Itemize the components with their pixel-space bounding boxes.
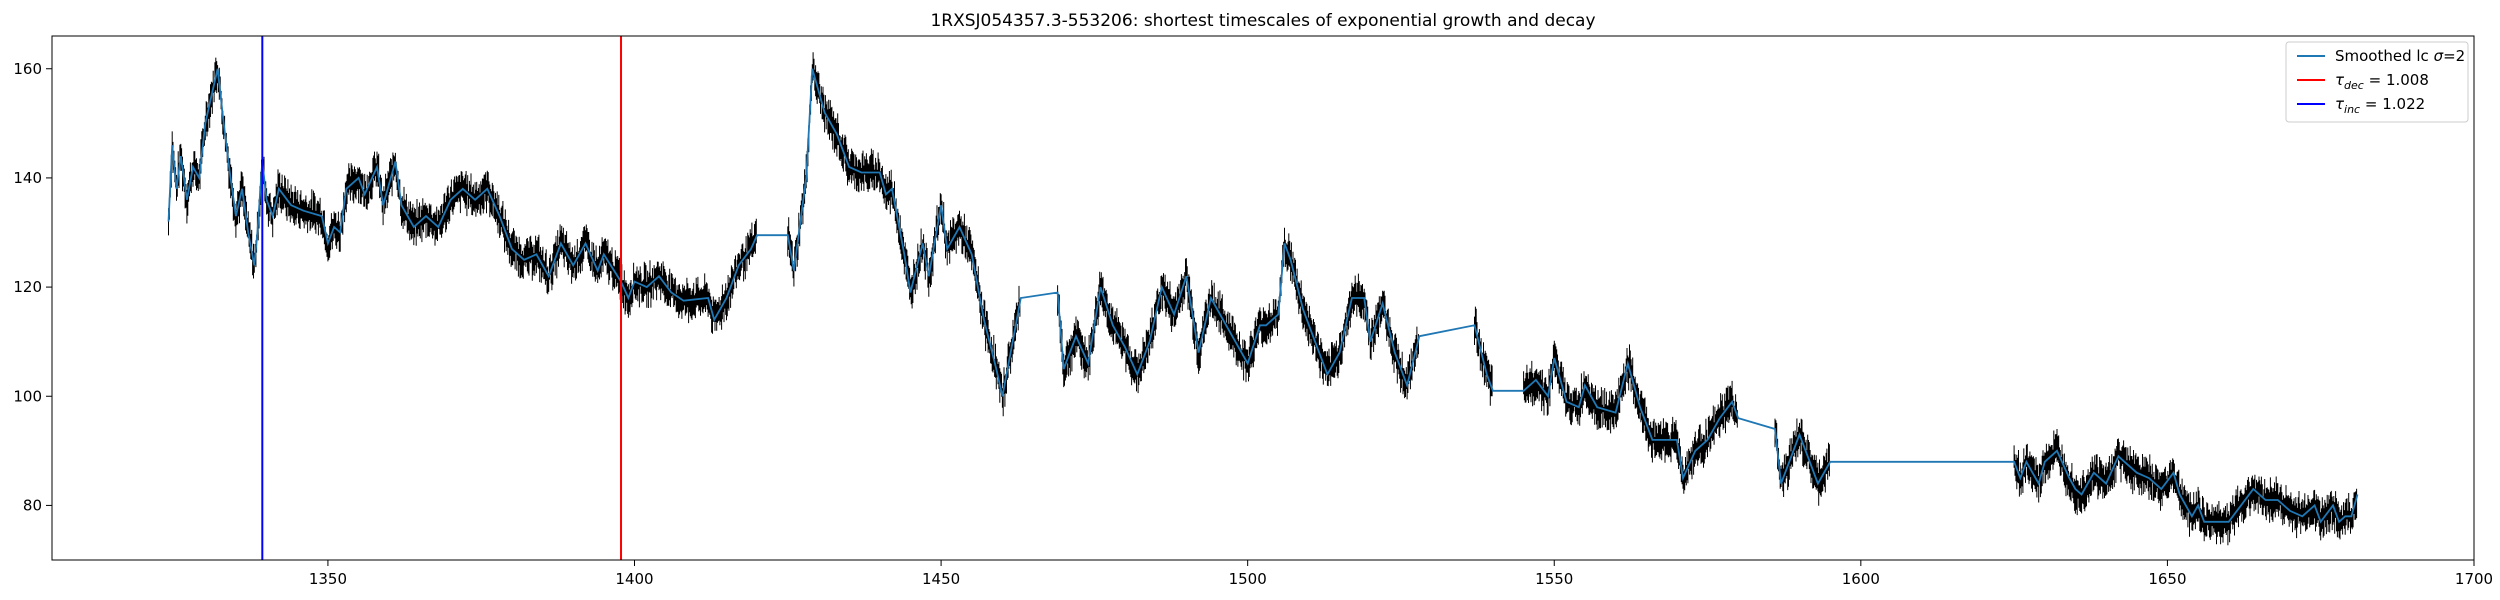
- legend-label-tau-inc: τinc = 1.022: [2335, 95, 2425, 116]
- x-tick-label: 1700: [2455, 570, 2493, 588]
- legend-label-tau-dec: τdec = 1.008: [2335, 71, 2429, 92]
- y-tick-label: 160: [13, 60, 42, 78]
- vertical-line-layer: [261, 36, 623, 560]
- x-tick-label: 1650: [2148, 570, 2186, 588]
- y-axis: 80 100 120 140 160: [13, 60, 52, 514]
- x-tick-label: 1350: [309, 570, 347, 588]
- x-axis: 1350 1400 1450 1500 1550 1600 1650 1700: [309, 560, 2493, 588]
- y-tick-label: 80: [23, 496, 42, 514]
- x-tick-label: 1400: [615, 570, 653, 588]
- x-tick-label: 1550: [1535, 570, 1573, 588]
- legend-label-smoothed: Smoothed lc σ=2: [2335, 47, 2465, 65]
- x-tick-label: 1450: [922, 570, 960, 588]
- legend: Smoothed lc σ=2 τdec = 1.008 τinc = 1.02…: [2285, 41, 2469, 123]
- x-tick-label: 1600: [1842, 570, 1880, 588]
- series-line-smoothed-lc: [167, 68, 2359, 524]
- y-tick-label: 100: [13, 387, 42, 405]
- y-tick-label: 140: [13, 169, 42, 187]
- legend-box: [2285, 41, 2469, 123]
- x-tick-label: 1500: [1229, 570, 1267, 588]
- chart-title: 1RXSJ054357.3-553206: shortest timescale…: [930, 11, 1595, 31]
- y-tick-label: 120: [13, 278, 42, 296]
- plot-frame: [51, 35, 2475, 561]
- series-layer: [167, 68, 2359, 524]
